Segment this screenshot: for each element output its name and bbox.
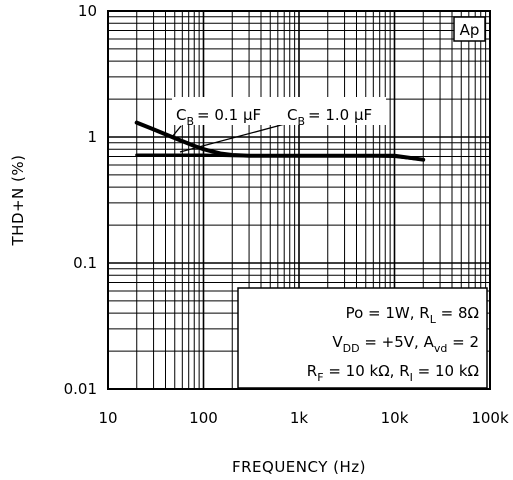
y-tick-label: 0.1 bbox=[73, 254, 97, 272]
y-tick-label: 1 bbox=[87, 128, 97, 146]
leader-line-2 bbox=[179, 123, 286, 153]
x-tick-labels: 10 100 1k 10k 100k bbox=[98, 409, 509, 427]
ap-badge-box bbox=[453, 16, 486, 42]
y-tick-label: 0.01 bbox=[64, 380, 97, 398]
x-tick-label: 1k bbox=[290, 409, 309, 427]
ap-badge-text: Ap bbox=[460, 21, 480, 39]
label-leaders bbox=[171, 123, 286, 153]
conditions-lines: Po = 1W, RL = 8Ω VDD = +5V, Avd = 2 RF = 1… bbox=[307, 304, 479, 384]
x-tick-label: 100k bbox=[471, 409, 509, 427]
conditions-box-frame bbox=[237, 287, 488, 389]
series-layer bbox=[134, 120, 426, 162]
x-tick-label: 10 bbox=[98, 409, 117, 427]
ap-badge: Ap bbox=[453, 16, 486, 42]
condition-line-2: VDD = +5V, Avd = 2 bbox=[332, 333, 479, 355]
condition-line-3: RF = 10 kΩ, RI = 10 kΩ bbox=[307, 362, 479, 384]
x-tick-label: 10k bbox=[381, 409, 409, 427]
leader-line-1 bbox=[171, 125, 182, 138]
series-line-2 bbox=[135, 153, 425, 162]
condition-line-1: Po = 1W, RL = 8Ω bbox=[346, 304, 479, 326]
y-tick-labels: 0.01 0.1 1 10 bbox=[64, 2, 97, 398]
x-axis-label: FREQUENCY (Hz) bbox=[232, 458, 366, 476]
series-label-2: CB = 1.0 μF bbox=[287, 106, 372, 128]
plot-frame bbox=[107, 10, 491, 390]
series-labels: CB = 0.1 μF CB = 1.0 μF bbox=[176, 106, 372, 128]
series-label-1: CB = 0.1 μF bbox=[176, 106, 261, 128]
series-label-box-bg bbox=[172, 97, 386, 125]
y-axis-label: THD+N (%) bbox=[9, 154, 27, 246]
x-tick-label: 100 bbox=[189, 409, 218, 427]
conditions-box: Po = 1W, RL = 8Ω VDD = +5V, Avd = 2 RF = 1… bbox=[237, 287, 488, 389]
series-label-box: CB = 0.1 μF CB = 1.0 μF bbox=[172, 97, 386, 128]
y-tick-label: 10 bbox=[78, 2, 97, 20]
